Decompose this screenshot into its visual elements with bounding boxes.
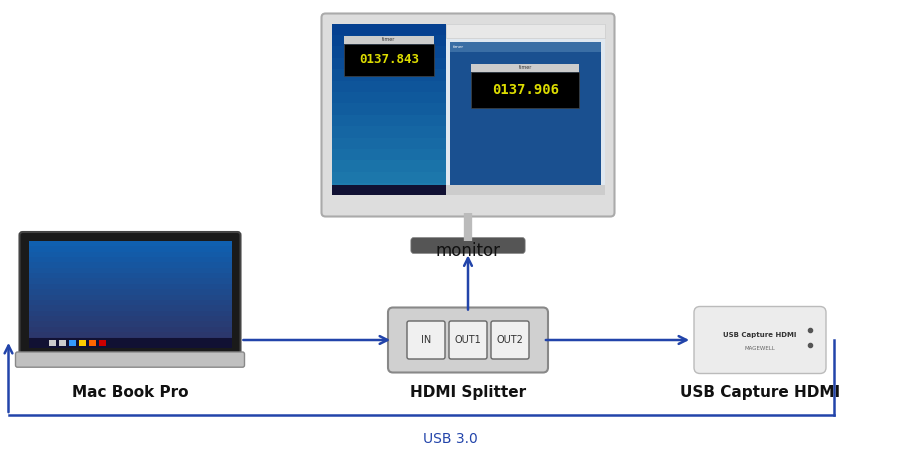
Text: USB Capture HDMI: USB Capture HDMI bbox=[724, 332, 796, 338]
Bar bbox=[331, 137, 446, 149]
Bar bbox=[29, 337, 231, 343]
Bar bbox=[29, 338, 231, 348]
Bar bbox=[29, 343, 231, 348]
Bar bbox=[331, 126, 446, 137]
FancyBboxPatch shape bbox=[491, 321, 529, 359]
Text: timer: timer bbox=[382, 37, 395, 42]
Bar bbox=[331, 172, 446, 183]
Text: timer: timer bbox=[518, 65, 532, 70]
Bar bbox=[29, 284, 231, 289]
Text: OUT1: OUT1 bbox=[454, 335, 482, 345]
Bar bbox=[68, 340, 76, 346]
Bar bbox=[29, 262, 231, 268]
Bar bbox=[78, 340, 86, 346]
Bar bbox=[29, 241, 231, 348]
Bar bbox=[29, 289, 231, 294]
Bar bbox=[29, 268, 231, 273]
Text: MAGEWELL: MAGEWELL bbox=[744, 345, 776, 350]
Bar bbox=[29, 300, 231, 305]
Bar bbox=[331, 104, 446, 114]
FancyBboxPatch shape bbox=[388, 307, 548, 372]
Bar bbox=[472, 71, 580, 108]
FancyBboxPatch shape bbox=[407, 321, 445, 359]
Bar bbox=[450, 42, 600, 51]
Text: timer: timer bbox=[454, 44, 464, 49]
Text: IN: IN bbox=[421, 335, 431, 345]
Bar bbox=[446, 23, 605, 38]
Bar bbox=[331, 160, 446, 172]
Bar bbox=[331, 35, 446, 46]
Bar bbox=[331, 46, 446, 58]
Bar bbox=[29, 273, 231, 278]
Bar bbox=[344, 36, 434, 44]
Bar bbox=[29, 257, 231, 262]
Bar bbox=[331, 23, 446, 195]
Bar bbox=[331, 149, 446, 160]
Text: OUT2: OUT2 bbox=[497, 335, 524, 345]
Bar bbox=[29, 305, 231, 311]
Bar bbox=[29, 327, 231, 332]
Bar bbox=[331, 185, 446, 195]
Bar bbox=[29, 241, 231, 246]
Bar bbox=[29, 332, 231, 337]
Text: USB 3.0: USB 3.0 bbox=[423, 432, 477, 446]
Bar bbox=[29, 278, 231, 284]
Text: 0137.906: 0137.906 bbox=[491, 82, 559, 97]
Bar bbox=[88, 340, 95, 346]
Bar bbox=[446, 23, 605, 195]
Bar bbox=[29, 316, 231, 321]
Bar bbox=[29, 294, 231, 300]
Text: USB Capture HDMI: USB Capture HDMI bbox=[680, 385, 840, 400]
FancyBboxPatch shape bbox=[449, 321, 487, 359]
FancyBboxPatch shape bbox=[321, 13, 615, 217]
Bar bbox=[98, 340, 105, 346]
Text: HDMI Splitter: HDMI Splitter bbox=[410, 385, 526, 400]
FancyBboxPatch shape bbox=[694, 306, 826, 374]
Bar bbox=[446, 185, 605, 195]
Bar bbox=[58, 340, 66, 346]
FancyBboxPatch shape bbox=[15, 352, 245, 367]
Bar bbox=[29, 252, 231, 257]
Bar bbox=[344, 44, 434, 76]
FancyBboxPatch shape bbox=[410, 238, 526, 253]
Text: Mac Book Pro: Mac Book Pro bbox=[72, 385, 188, 400]
Bar bbox=[472, 64, 580, 71]
Bar bbox=[49, 340, 56, 346]
Bar bbox=[331, 114, 446, 126]
Bar bbox=[331, 23, 446, 35]
Text: 0137.843: 0137.843 bbox=[359, 53, 418, 66]
Bar bbox=[450, 51, 600, 187]
Bar bbox=[331, 183, 446, 195]
FancyBboxPatch shape bbox=[20, 232, 240, 357]
Bar bbox=[29, 311, 231, 316]
Bar bbox=[29, 321, 231, 327]
Text: monitor: monitor bbox=[436, 242, 500, 260]
Bar bbox=[331, 69, 446, 81]
Bar bbox=[331, 58, 446, 69]
Bar bbox=[29, 246, 231, 252]
Bar bbox=[331, 92, 446, 104]
Bar bbox=[331, 81, 446, 92]
